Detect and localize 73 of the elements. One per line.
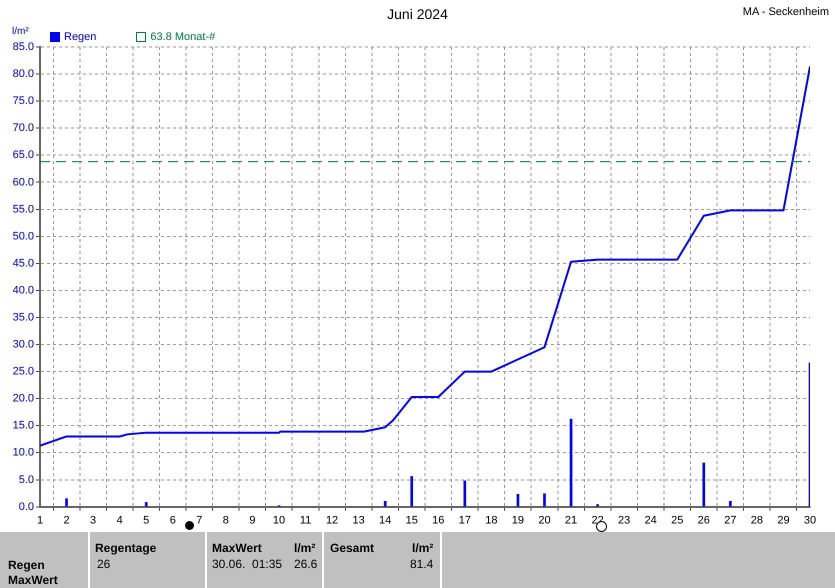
- bar: [144, 502, 148, 507]
- text: Regentage: [95, 541, 156, 555]
- legend-label: 63.8 Monat-#: [150, 31, 216, 43]
- x-tick-label: 5: [143, 514, 150, 526]
- x-tick-label: 30: [804, 514, 816, 526]
- bar: [464, 480, 466, 507]
- x-tick-label: 29: [777, 514, 790, 526]
- y-tick-label: 70.0: [12, 122, 34, 134]
- x-tick-label: 25: [671, 514, 684, 526]
- y-tick-label: 65.0: [12, 149, 34, 162]
- bar: [570, 418, 572, 507]
- x-tick-label: 10: [272, 514, 286, 526]
- x-tick-label: 20: [538, 514, 551, 526]
- text: MaxWert: [212, 541, 262, 555]
- x-tick-label: 15: [406, 514, 418, 526]
- x-tick-label: 24: [644, 514, 657, 526]
- text: 81.4: [410, 557, 434, 571]
- text: 30.06. 01:35: [212, 557, 282, 571]
- y-tick-label: 25.0: [12, 366, 34, 378]
- y-tick-label: 10.0: [12, 446, 34, 459]
- y-tick-label: 50.0: [12, 230, 34, 242]
- x-tick-label: 2: [63, 514, 70, 526]
- bar: [410, 476, 414, 507]
- text: 26.6: [294, 557, 318, 571]
- chart-subtitle: MA - Seckenheim: [742, 6, 829, 18]
- text: MaxWert: [8, 573, 58, 587]
- x-tick-label: 18: [485, 514, 498, 526]
- bar: [543, 493, 546, 507]
- x-tick-label: 27: [724, 514, 736, 526]
- y-tick-label: 15.0: [12, 420, 34, 432]
- x-tick-label: 23: [618, 514, 630, 526]
- x-tick-label: 12: [326, 514, 338, 526]
- text: l/m²: [412, 541, 434, 555]
- bar: [729, 501, 732, 507]
- x-tick-label: 1: [36, 514, 44, 526]
- legend-label: Regen: [64, 31, 96, 43]
- y-tick-label: 30.0: [12, 338, 34, 351]
- y-tick-label: 40.0: [12, 284, 34, 296]
- chart-title: Juni 2024: [387, 6, 448, 22]
- text: 26: [97, 557, 110, 571]
- y-tick-label: 85.0: [12, 41, 34, 54]
- x-tick-label: 16: [432, 514, 444, 526]
- x-tick-label: 17: [458, 514, 471, 526]
- y-axis-title: l/m²: [12, 26, 29, 37]
- bar: [384, 501, 387, 507]
- x-tick-label: 26: [698, 514, 710, 526]
- x-tick-label: 19: [512, 514, 524, 526]
- x-tick-label: 6: [170, 514, 176, 526]
- x-tick-label: 11: [300, 514, 312, 526]
- x-tick-label: 9: [249, 514, 256, 526]
- x-tick-label: 28: [750, 514, 764, 526]
- x-tick-label: 13: [352, 514, 365, 526]
- y-tick-label: 45.0: [12, 257, 34, 270]
- y-tick-label: 80.0: [12, 68, 34, 80]
- text: l/m²: [294, 541, 316, 555]
- y-tick-label: 35.0: [12, 312, 34, 324]
- y-tick-label: 60.0: [12, 176, 34, 188]
- y-tick-label: 20.0: [12, 392, 34, 405]
- x-tick-label: 14: [379, 514, 392, 526]
- x-tick-label: 21: [564, 514, 578, 526]
- bar: [516, 494, 520, 507]
- x-tick-label: 7: [196, 514, 202, 526]
- x-tick-label: 8: [222, 514, 229, 526]
- text: Regen: [8, 558, 45, 572]
- bar: [702, 462, 706, 507]
- y-tick-label: 55.0: [12, 203, 34, 216]
- x-tick-label: 4: [116, 514, 123, 526]
- bar: [65, 498, 68, 507]
- y-tick-label: 0.0: [18, 500, 34, 513]
- x-tick-label: 3: [90, 514, 96, 526]
- y-tick-label: 75.0: [12, 95, 34, 108]
- text: Gesamt: [330, 541, 374, 555]
- y-tick-label: 5.0: [18, 474, 34, 486]
